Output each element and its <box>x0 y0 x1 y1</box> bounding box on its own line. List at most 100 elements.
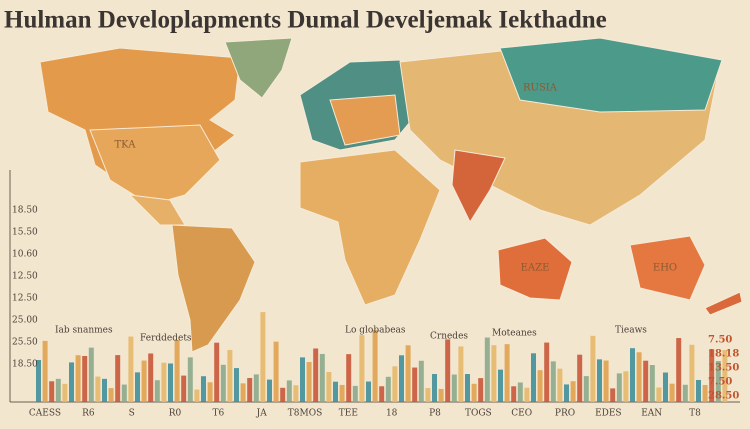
bar-decoration <box>286 380 292 402</box>
bar-decoration <box>346 354 352 402</box>
right-label: 13.50 <box>708 363 739 374</box>
bar-decoration <box>425 388 431 402</box>
bar-decoration <box>128 336 134 402</box>
right-label: 7.50 <box>708 335 732 346</box>
bar-decoration <box>590 335 596 402</box>
bottom-label: TOGS <box>465 409 492 419</box>
bar-decoration <box>220 364 226 402</box>
bar-decoration <box>663 372 668 402</box>
bar-decoration <box>418 360 424 402</box>
side-label: 10.60 <box>12 250 38 260</box>
bar-decoration <box>458 346 464 402</box>
bar-decoration <box>273 341 279 402</box>
world-map <box>39 37 743 353</box>
right-label: 28.50 <box>708 391 739 402</box>
bar-decoration <box>616 373 622 402</box>
bar-decoration <box>372 329 378 402</box>
bar-decoration <box>676 338 682 402</box>
bar-decoration <box>544 342 550 402</box>
bottom-label: T8MOS <box>288 409 323 419</box>
title: Hulman Developlapments Dumal Develjemak … <box>4 7 607 34</box>
bar-decoration <box>154 380 160 402</box>
bar-decoration <box>82 356 88 402</box>
bottom-label: P8 <box>429 409 441 419</box>
australia <box>497 237 573 301</box>
bar-decoration <box>498 369 503 402</box>
bar-decoration <box>649 365 655 402</box>
bar-decoration <box>636 352 642 402</box>
bar-decoration <box>181 375 187 402</box>
bar-decoration <box>352 385 358 402</box>
bar-decoration <box>570 381 576 402</box>
bottom-label: EDES <box>595 409 622 419</box>
bar-decoration <box>161 362 167 402</box>
bar-decoration <box>306 362 312 402</box>
south-america <box>171 224 256 353</box>
bar-decoration <box>135 372 140 402</box>
europe-central <box>329 94 401 146</box>
bar-decoration <box>465 374 470 402</box>
bar-decoration <box>537 370 543 402</box>
map-label: TKA <box>115 140 137 151</box>
bar-decoration <box>643 360 649 402</box>
bar-decoration <box>550 361 556 402</box>
africa <box>299 149 441 306</box>
map-label: RUSIA <box>523 83 558 94</box>
annotation: Crnedes <box>430 332 468 342</box>
bar-decoration <box>36 360 41 402</box>
bar-decoration <box>597 359 602 402</box>
bottom-label: S <box>129 409 135 419</box>
bar-decoration <box>201 376 206 402</box>
annotation: Ferddedets <box>140 334 192 344</box>
bar-decoration <box>187 357 193 402</box>
bar-decoration <box>399 355 404 402</box>
bar-decoration <box>88 347 94 402</box>
bar-decoration <box>339 384 345 402</box>
bar-decoration <box>115 355 121 402</box>
side-label: 12.50 <box>12 272 38 282</box>
bar-decoration <box>207 382 213 402</box>
usa <box>89 124 221 206</box>
bar-decoration <box>313 348 319 402</box>
bar-decoration <box>366 381 371 402</box>
bar-decoration <box>511 386 517 402</box>
central-america <box>128 194 186 226</box>
bar-decoration <box>214 342 220 402</box>
bar-decoration <box>319 353 325 402</box>
annotation: Iab snanmes <box>55 326 113 336</box>
bar-decoration <box>583 376 589 402</box>
side-label: 15.50 <box>12 228 38 238</box>
bar-decoration <box>385 376 391 402</box>
bar-decoration <box>471 383 477 402</box>
bar-decoration <box>517 382 523 402</box>
bar-decoration <box>682 384 688 402</box>
bar-decoration <box>557 368 563 402</box>
map-label: EHO <box>653 263 677 274</box>
bar-decoration <box>267 379 272 402</box>
annotation: Moteanes <box>492 329 537 339</box>
bar-decoration <box>438 388 444 402</box>
bar-decoration <box>234 368 239 402</box>
bottom-label: T8 <box>689 409 701 419</box>
bar-decoration <box>478 378 484 402</box>
bar-decoration <box>445 339 451 402</box>
bar-decoration <box>333 381 338 402</box>
bar-decoration <box>62 383 68 402</box>
bar-decoration <box>722 350 728 402</box>
bar-decoration <box>484 337 490 402</box>
bar-decoration <box>108 388 114 402</box>
bar-decoration <box>69 362 74 402</box>
bar-decoration <box>702 384 708 402</box>
bottom-label: T6 <box>212 409 224 419</box>
bar-decoration <box>392 366 398 402</box>
bar-decoration <box>300 357 305 402</box>
bar-decoration <box>603 360 609 402</box>
bottom-label: R6 <box>82 409 95 419</box>
bar-decoration <box>75 355 81 402</box>
bar-decoration <box>531 353 536 402</box>
decorative-bars <box>36 312 728 402</box>
side-label: 12.50 <box>12 294 38 304</box>
bar-decoration <box>432 374 437 402</box>
new-zealand <box>704 291 743 316</box>
